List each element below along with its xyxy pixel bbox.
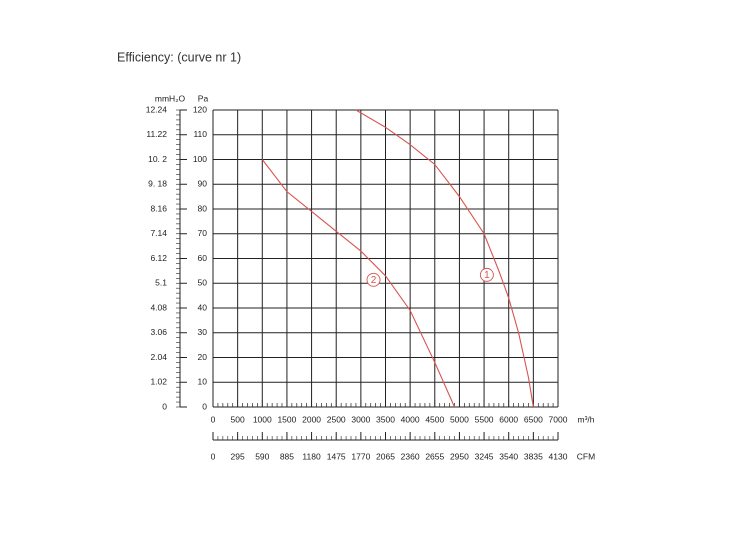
x2-tick-label: 0 (211, 451, 216, 461)
x-tick-label: 5000 (450, 414, 469, 424)
y2-axis-label: mmH₂O (155, 93, 186, 103)
y2-tick-label: 2.04 (150, 352, 167, 362)
y-tick-label: 60 (198, 253, 208, 263)
y2-tick-label: 0 (162, 401, 167, 411)
x-tick-label: 2000 (302, 414, 321, 424)
y-tick-label: 10 (198, 377, 208, 387)
y2-tick-label: 7.14 (150, 228, 167, 238)
y-tick-label: 70 (198, 228, 208, 238)
x2-tick-label: 2360 (401, 451, 420, 461)
curve-marker (479, 267, 494, 282)
x2-tick-label: 3540 (499, 451, 518, 461)
x-tick-label: 6000 (499, 414, 518, 424)
curve (355, 109, 534, 408)
x-tick-label: 2500 (327, 414, 346, 424)
curve-label: 1 (484, 270, 490, 281)
x-tick-label: 7000 (549, 414, 568, 424)
x-tick-label: 4000 (401, 414, 420, 424)
y-tick-label: 50 (198, 278, 208, 288)
y2-tick-label: 5.1 (155, 278, 167, 288)
x-tick-label: 1000 (253, 414, 272, 424)
x2-tick-label: 295 (231, 451, 245, 461)
y-tick-label: 120 (193, 104, 207, 114)
x2-tick-label: 3245 (475, 451, 494, 461)
y2-tick-label: 9. 18 (148, 179, 167, 189)
x2-tick-label: 2655 (425, 451, 444, 461)
y2-tick-label: 3.06 (150, 327, 167, 337)
x2-tick-label: 2950 (450, 451, 469, 461)
y-tick-label: 20 (198, 352, 208, 362)
y-tick-label: 110 (193, 129, 207, 139)
curve (261, 159, 456, 408)
y2-tick-label: 4.08 (150, 302, 167, 312)
x-axis-label: m³/h (578, 414, 595, 424)
y-tick-label: 30 (198, 327, 208, 337)
x2-tick-label: 4130 (549, 451, 568, 461)
y2-tick-label: 6.12 (150, 253, 167, 263)
y-tick-label: 80 (198, 203, 208, 213)
x-tick-label: 3500 (376, 414, 395, 424)
y-tick-label: 0 (202, 401, 207, 411)
x-tick-label: 1500 (277, 414, 296, 424)
x2-tick-label: 590 (255, 451, 269, 461)
x2-tick-label: 1770 (351, 451, 370, 461)
x-tick-label: 6500 (524, 414, 543, 424)
x2-axis-label: CFM (577, 451, 595, 461)
x2-tick-label: 885 (280, 451, 294, 461)
y2-tick-label: 12.24 (146, 104, 168, 114)
y-tick-label: 40 (198, 302, 208, 312)
x-tick-label: 5500 (475, 414, 494, 424)
y2-tick-label: 1.02 (150, 377, 167, 387)
x2-tick-label: 2065 (376, 451, 395, 461)
x2-tick-label: 3835 (524, 451, 543, 461)
y-tick-label: 100 (193, 154, 207, 164)
x-tick-label: 3000 (351, 414, 370, 424)
y-tick-label: 90 (198, 179, 208, 189)
x-tick-label: 500 (231, 414, 245, 424)
x2-tick-label: 1475 (327, 451, 346, 461)
chart-title: Efficiency: (curve nr 1) (117, 50, 241, 64)
x-tick-label: 0 (211, 414, 216, 424)
y2-tick-label: 11.22 (146, 129, 167, 139)
y2-tick-label: 10. 2 (148, 154, 167, 164)
x-tick-label: 4500 (425, 414, 444, 424)
x2-tick-label: 1180 (302, 451, 321, 461)
curve-marker (366, 272, 381, 287)
y-axis-label: Pa (198, 93, 209, 103)
y2-tick-label: 8.16 (150, 203, 167, 213)
curve-label: 2 (371, 275, 377, 286)
